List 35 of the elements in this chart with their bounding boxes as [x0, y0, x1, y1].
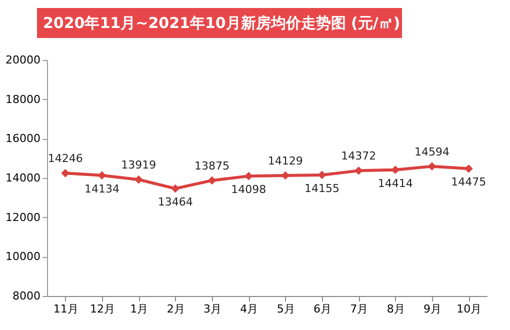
x-tick-label: 5月 [276, 302, 295, 316]
data-label: 14098 [231, 183, 266, 196]
x-tick-label: 4月 [240, 302, 258, 316]
data-label: 14475 [451, 176, 486, 189]
x-tick-label: 12月 [90, 302, 115, 316]
data-label: 13919 [121, 158, 156, 172]
data-label: 14246 [48, 152, 83, 166]
x-tick-label: 7月 [350, 302, 368, 316]
chart-title: 2020年11月~2021年10月新房均价走势图 (元/㎡) [43, 14, 400, 32]
data-label: 14414 [378, 176, 413, 190]
data-label: 14372 [341, 150, 376, 163]
data-label: 14134 [84, 182, 120, 196]
data-label: 14155 [304, 182, 340, 195]
x-tick-label: 11月 [53, 302, 78, 316]
data-label: 13875 [194, 159, 230, 172]
y-tick-label: 10000 [6, 250, 40, 264]
point [208, 176, 216, 185]
y-tick-label: 14000 [6, 172, 40, 184]
y-tick-label: 18000 [6, 92, 40, 106]
data-label: 14129 [268, 154, 303, 168]
x-tick-label: 10月 [456, 302, 482, 316]
data-label: 14594 [414, 145, 450, 158]
y-tick-label: 8000 [12, 290, 40, 302]
x-tick-label: 1月 [130, 302, 148, 316]
x-tick-label: 2月 [166, 302, 185, 316]
y-tick-label: 16000 [6, 132, 40, 146]
x-tick-label: 6月 [314, 302, 332, 316]
point [428, 162, 436, 170]
y-tick-label: 12000 [6, 210, 40, 224]
y-tick-label: 20000 [6, 54, 40, 66]
point [171, 184, 180, 193]
x-tick-label: 3月 [204, 302, 222, 316]
data-label: 13464 [158, 196, 193, 209]
x-tick-label: 9月 [424, 302, 442, 316]
x-tick-label: 8月 [386, 302, 405, 316]
